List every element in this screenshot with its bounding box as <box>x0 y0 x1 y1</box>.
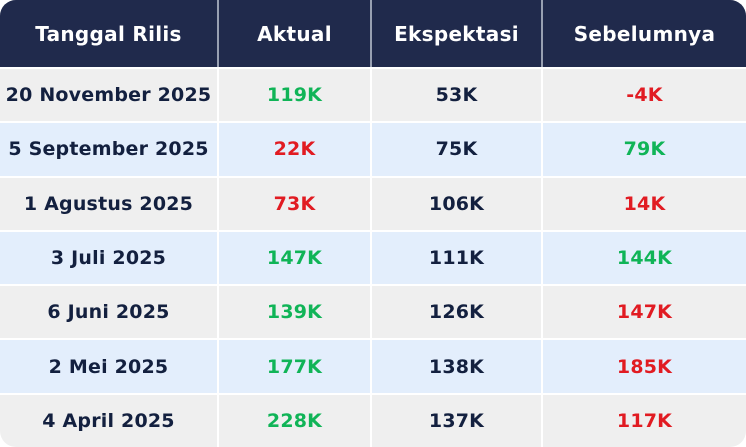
release-date-cell: 2 Mei 2025 <box>0 340 217 393</box>
header-actual: Aktual <box>219 0 370 67</box>
release-date-cell: 4 April 2025 <box>0 394 217 447</box>
previous-value: 79K <box>623 138 666 161</box>
expectation-value: 53K <box>435 84 478 107</box>
release-date-value: 2 Mei 2025 <box>48 355 169 378</box>
release-date-value: 6 Juni 2025 <box>47 301 170 324</box>
table-row: 5 September 2025 22K 75K 79K <box>0 123 746 176</box>
previous-cell: 144K <box>543 231 746 285</box>
table-header-row: Tanggal Rilis Aktual Ekspektasi Sebelumn… <box>0 0 746 67</box>
expectation-value: 138K <box>428 355 485 378</box>
actual-cell: 228K <box>219 394 370 447</box>
release-date-cell: 20 November 2025 <box>0 69 217 122</box>
actual-cell: 73K <box>219 177 370 230</box>
expectation-cell: 106K <box>372 177 541 230</box>
previous-cell: 147K <box>543 286 746 339</box>
previous-value: -4K <box>626 84 663 107</box>
release-date-cell: 5 September 2025 <box>0 123 217 176</box>
previous-value: 144K <box>616 246 673 269</box>
actual-cell: 139K <box>219 286 370 339</box>
expectation-cell: 75K <box>372 123 541 176</box>
expectation-cell: 137K <box>372 394 541 447</box>
expectation-value: 111K <box>428 246 485 269</box>
table-row: 3 Juli 2025 147K 111K 144K <box>0 231 746 285</box>
previous-cell: 185K <box>543 340 746 393</box>
actual-value: 22K <box>273 138 316 161</box>
release-date-value: 20 November 2025 <box>5 84 212 107</box>
actual-cell: 147K <box>219 231 370 285</box>
release-date-cell: 6 Juni 2025 <box>0 286 217 339</box>
header-expectation: Ekspektasi <box>372 0 541 67</box>
expectation-value: 126K <box>428 301 485 324</box>
previous-cell: 79K <box>543 123 746 176</box>
actual-value: 147K <box>266 246 323 269</box>
table-row: 1 Agustus 2025 73K 106K 14K <box>0 177 746 230</box>
expectation-value: 75K <box>435 138 478 161</box>
expectation-cell: 126K <box>372 286 541 339</box>
expectation-cell: 53K <box>372 69 541 122</box>
actual-cell: 22K <box>219 123 370 176</box>
table-row: 20 November 2025 119K 53K -4K <box>0 69 746 122</box>
previous-cell: -4K <box>543 69 746 122</box>
release-date-cell: 3 Juli 2025 <box>0 231 217 285</box>
header-previous: Sebelumnya <box>543 0 746 67</box>
actual-value: 119K <box>266 84 323 107</box>
actual-value: 139K <box>266 301 323 324</box>
actual-cell: 119K <box>219 69 370 122</box>
actual-value: 73K <box>273 192 316 215</box>
previous-value: 147K <box>616 301 673 324</box>
actual-cell: 177K <box>219 340 370 393</box>
table-row: 4 April 2025 228K 137K 117K <box>0 394 746 447</box>
previous-value: 117K <box>616 409 673 432</box>
release-date-value: 1 Agustus 2025 <box>23 192 194 215</box>
expectation-value: 137K <box>428 409 485 432</box>
release-date-value: 3 Juli 2025 <box>50 246 167 269</box>
expectation-value: 106K <box>428 192 485 215</box>
header-release-date: Tanggal Rilis <box>0 0 217 67</box>
previous-value: 14K <box>623 192 666 215</box>
previous-value: 185K <box>616 355 673 378</box>
previous-cell: 117K <box>543 394 746 447</box>
expectation-cell: 138K <box>372 340 541 393</box>
release-date-value: 4 April 2025 <box>42 409 175 432</box>
actual-value: 228K <box>266 409 323 432</box>
release-date-cell: 1 Agustus 2025 <box>0 177 217 230</box>
expectation-cell: 111K <box>372 231 541 285</box>
actual-value: 177K <box>266 355 323 378</box>
table-body: 20 November 2025 119K 53K -4K 5 Septembe… <box>0 69 746 447</box>
release-date-value: 5 September 2025 <box>8 138 209 161</box>
previous-cell: 14K <box>543 177 746 230</box>
table-row: 6 Juni 2025 139K 126K 147K <box>0 286 746 339</box>
table-row: 2 Mei 2025 177K 138K 185K <box>0 340 746 393</box>
